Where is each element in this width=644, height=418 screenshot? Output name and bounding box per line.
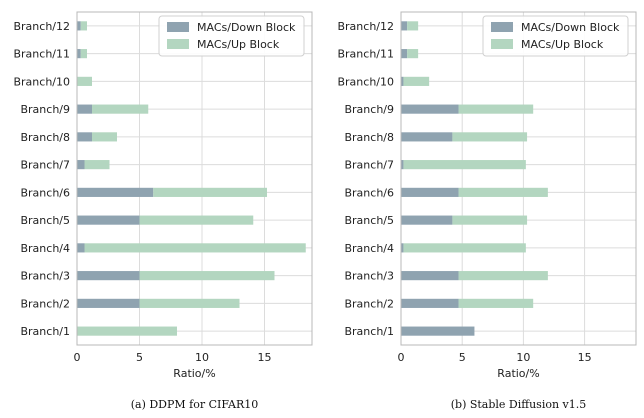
bar-down-block bbox=[401, 243, 404, 253]
y-tick-label: Branch/5 bbox=[20, 214, 70, 227]
x-tick-label: 5 bbox=[459, 351, 466, 364]
legend-label: MACs/Down Block bbox=[521, 21, 620, 34]
y-tick-label: Branch/8 bbox=[20, 131, 70, 144]
bar-down-block bbox=[77, 104, 92, 114]
x-tick-label: 0 bbox=[74, 351, 81, 364]
bar-down-block bbox=[77, 298, 140, 308]
legend-label: MACs/Up Block bbox=[197, 38, 280, 51]
bar-up-block bbox=[153, 187, 267, 197]
legend-swatch bbox=[491, 39, 513, 49]
y-tick-label: Branch/12 bbox=[337, 20, 394, 33]
bar-down-block bbox=[77, 160, 85, 170]
bar-up-block bbox=[139, 215, 254, 225]
y-tick-label: Branch/6 bbox=[344, 186, 394, 199]
y-tick-label: Branch/8 bbox=[344, 131, 394, 144]
y-tick-label: Branch/5 bbox=[344, 214, 394, 227]
chart-panel-2: 0 5 10 15 Branch/1 Branch/2 Branch/3 Branch/4 Br… bbox=[337, 11, 637, 411]
bar-down-block bbox=[401, 49, 408, 59]
bar-down-block bbox=[401, 132, 453, 142]
y-tick-label: Branch/7 bbox=[344, 159, 394, 172]
bar-up-block bbox=[403, 243, 526, 253]
bar-up-block bbox=[139, 298, 240, 308]
legend-label: MACs/Down Block bbox=[197, 21, 296, 34]
bar-up-block bbox=[92, 132, 117, 142]
chart-caption: (b) Stable Diffusion v1.5 bbox=[451, 398, 587, 411]
y-tick-label: Branch/12 bbox=[13, 20, 70, 33]
bar-down-block bbox=[401, 298, 459, 308]
x-tick-label: 5 bbox=[136, 351, 143, 364]
bar-down-block bbox=[77, 132, 92, 142]
x-tick-label: 15 bbox=[258, 351, 272, 364]
bar-up-block bbox=[77, 76, 92, 86]
bar-down-block bbox=[401, 187, 459, 197]
bar-down-block bbox=[77, 243, 85, 253]
y-tick-label: Branch/1 bbox=[20, 325, 70, 338]
x-tick-label: 10 bbox=[195, 351, 209, 364]
bar-down-block bbox=[77, 215, 140, 225]
y-tick-label: Branch/1 bbox=[344, 325, 394, 338]
bar-up-block bbox=[452, 132, 528, 142]
y-tick-label: Branch/9 bbox=[20, 103, 70, 116]
y-tick-label: Branch/3 bbox=[344, 270, 394, 283]
y-tick-label: Branch/7 bbox=[20, 159, 70, 172]
y-tick-label: Branch/11 bbox=[337, 48, 394, 61]
y-tick-label: Branch/6 bbox=[20, 186, 70, 199]
y-tick-label: Branch/2 bbox=[20, 297, 70, 310]
bar-down-block bbox=[401, 215, 453, 225]
bar-up-block bbox=[452, 215, 528, 225]
bar-down-block bbox=[401, 326, 475, 336]
plot-frame bbox=[400, 11, 637, 346]
y-tick-label: Branch/11 bbox=[13, 48, 70, 61]
legend-box bbox=[158, 15, 305, 57]
x-axis-label: Ratio/% bbox=[497, 367, 539, 380]
bar-down-block bbox=[77, 21, 81, 31]
y-tick-label: Branch/3 bbox=[20, 270, 70, 283]
chart-caption: (a) DDPM for CIFAR10 bbox=[131, 398, 259, 411]
y-tick-label: Branch/10 bbox=[337, 75, 394, 88]
bar-up-block bbox=[80, 21, 87, 31]
legend-box bbox=[482, 15, 629, 57]
chart-panel-1: 0 5 10 15 Branch/1 Branch/2 Branch/3 Branch/4 Br… bbox=[13, 11, 313, 411]
legend-swatch bbox=[167, 39, 189, 49]
y-tick-label: Branch/2 bbox=[344, 297, 394, 310]
legend-swatch bbox=[491, 22, 513, 32]
bar-down-block bbox=[77, 187, 154, 197]
bar-down-block bbox=[77, 49, 81, 59]
bar-down-block bbox=[77, 271, 140, 281]
bar-down-block bbox=[401, 21, 408, 31]
bar-down-block bbox=[401, 104, 459, 114]
bar-up-block bbox=[77, 326, 177, 336]
bar-up-block bbox=[458, 104, 534, 114]
x-tick-label: 10 bbox=[516, 351, 530, 364]
bar-down-block bbox=[401, 271, 459, 281]
legend-label: MACs/Up Block bbox=[521, 38, 604, 51]
bar-up-block bbox=[458, 187, 548, 197]
bar-up-block bbox=[407, 21, 419, 31]
y-tick-label: Branch/9 bbox=[344, 103, 394, 116]
bar-down-block bbox=[401, 76, 404, 86]
bar-up-block bbox=[403, 76, 430, 86]
y-tick-label: Branch/4 bbox=[20, 242, 70, 255]
plot-frame bbox=[76, 11, 313, 346]
x-tick-label: 15 bbox=[578, 351, 592, 364]
legend: MACs/Down Block MACs/Up Block bbox=[158, 15, 305, 57]
bar-up-block bbox=[84, 243, 306, 253]
bar-down-block bbox=[401, 160, 404, 170]
bar-up-block bbox=[407, 49, 419, 59]
y-tick-label: Branch/10 bbox=[13, 75, 70, 88]
x-tick-label: 0 bbox=[398, 351, 405, 364]
bar-up-block bbox=[458, 298, 534, 308]
bar-up-block bbox=[84, 160, 110, 170]
x-axis-label: Ratio/% bbox=[173, 367, 215, 380]
legend-swatch bbox=[167, 22, 189, 32]
legend: MACs/Down Block MACs/Up Block bbox=[482, 15, 629, 57]
bar-up-block bbox=[403, 160, 526, 170]
bar-up-block bbox=[458, 271, 548, 281]
bar-up-block bbox=[92, 104, 149, 114]
y-tick-label: Branch/4 bbox=[344, 242, 394, 255]
bar-up-block bbox=[80, 49, 87, 59]
bar-up-block bbox=[139, 271, 275, 281]
